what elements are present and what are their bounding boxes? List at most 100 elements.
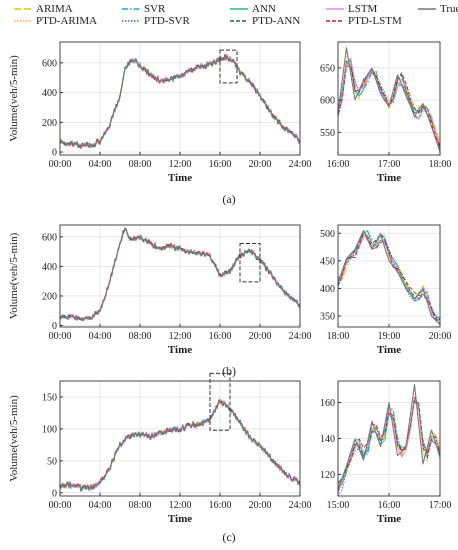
x-tick-label: 16:00: [209, 159, 232, 170]
x-tick-label: 16:00: [209, 500, 232, 511]
legend-label: ANN: [252, 3, 276, 15]
panel-label: (b): [222, 364, 236, 378]
x-tick-label: 20:00: [249, 500, 272, 511]
legend-item: True: [418, 3, 458, 15]
x-axis-label: Time: [377, 513, 401, 525]
panel-b-full: 00:00 04:00 08:00 12:00 16:00 20:00 24:00 0 200 4…: [8, 224, 312, 378]
y-axis-label: Volume(veh/5-min): [8, 232, 20, 319]
x-tick-label: 18:00: [327, 331, 350, 342]
legend-item: LSTM: [326, 3, 378, 15]
x-tick-label: 08:00: [129, 159, 152, 170]
legend-item: ARIMA: [14, 3, 73, 15]
y-axis-label: Volume(veh/5-min): [8, 55, 20, 142]
zoom-box: [209, 372, 231, 431]
legend-label: PTD-ANN: [252, 15, 300, 27]
panel-c-zoom: 15:00 16:00 17:00 120 140 160 Time: [320, 380, 452, 525]
series-line: [337, 398, 441, 494]
legend-label: ARIMA: [36, 3, 73, 15]
series-line: [59, 227, 301, 320]
y-tick-label: 140: [320, 434, 335, 445]
y-axis-label: Volume(veh/5-min): [8, 395, 20, 482]
zoom-box: [219, 49, 238, 84]
x-tick-label: 20:00: [249, 159, 272, 170]
legend-item: PTD-SVR: [122, 15, 191, 27]
y-tick-label: 550: [320, 128, 335, 139]
legend-item: PTD-ANN: [230, 15, 300, 27]
y-tick-label: 350: [320, 311, 335, 322]
y-tick-label: 600: [42, 58, 57, 69]
series-line: [337, 56, 441, 144]
x-tick-label: 24:00: [289, 331, 312, 342]
legend-item: ANN: [230, 3, 276, 15]
x-axis-label: Time: [168, 344, 192, 356]
panel-c-full: 00:00 04:00 08:00 12:00 16:00 20:00 24:00 0 50 10…: [8, 372, 312, 544]
panel-label: (c): [222, 530, 235, 544]
y-tick-label: 150: [42, 392, 57, 403]
y-tick-label: 600: [42, 232, 57, 243]
series-line: [337, 231, 441, 325]
x-tick-label: 08:00: [129, 500, 152, 511]
x-tick-label: 16:00: [209, 331, 232, 342]
x-tick-label: 16:00: [327, 159, 350, 170]
x-tick-label: 24:00: [289, 159, 312, 170]
x-tick-label: 12:00: [169, 331, 192, 342]
x-tick-label: 24:00: [289, 500, 312, 511]
legend-item: SVR: [122, 3, 166, 15]
series-line: [337, 230, 441, 325]
series-line: [59, 55, 301, 148]
y-tick-label: 120: [320, 470, 335, 481]
legend-item: PTD-ARIMA: [14, 15, 97, 27]
series-line: [337, 233, 441, 321]
x-tick-label: 04:00: [89, 159, 112, 170]
y-tick-label: 160: [320, 398, 335, 409]
y-tick-label: 450: [320, 256, 335, 267]
y-tick-label: 0: [52, 148, 57, 159]
legend-label: PTD-LSTM: [348, 15, 402, 27]
series-line: [337, 397, 441, 484]
legend-label: PTD-ARIMA: [36, 15, 97, 27]
x-axis-label: Time: [168, 172, 192, 184]
series-line: [337, 384, 441, 489]
y-tick-label: 50: [47, 456, 57, 467]
y-tick-label: 100: [42, 424, 57, 435]
x-tick-label: 00:00: [49, 331, 72, 342]
legend-item: PTD-LSTM: [326, 15, 402, 27]
x-tick-label: 17:00: [429, 500, 452, 511]
x-tick-label: 00:00: [49, 500, 72, 511]
series-line: [337, 57, 441, 146]
x-tick-label: 15:00: [327, 500, 350, 511]
panel-b-zoom: 18:00 19:00 20:00 350 400 450 500 Time: [320, 224, 452, 356]
x-tick-label: 12:00: [169, 500, 192, 511]
y-tick-label: 400: [42, 88, 57, 99]
x-tick-label: 19:00: [378, 331, 401, 342]
y-tick-label: 600: [320, 96, 335, 107]
x-axis-label: Time: [377, 344, 401, 356]
y-tick-label: 500: [320, 229, 335, 240]
x-tick-label: 17:00: [378, 159, 401, 170]
y-tick-label: 400: [320, 284, 335, 295]
y-tick-label: 200: [42, 291, 57, 302]
x-tick-label: 04:00: [89, 500, 112, 511]
y-tick-label: 0: [52, 488, 57, 499]
y-tick-label: 650: [320, 63, 335, 74]
series-line: [337, 229, 441, 325]
x-axis-label: Time: [168, 513, 192, 525]
x-tick-label: 18:00: [429, 159, 452, 170]
x-tick-label: 20:00: [429, 331, 452, 342]
series-line: [337, 233, 441, 323]
x-tick-label: 16:00: [378, 500, 401, 511]
y-tick-label: 200: [42, 118, 57, 129]
legend-label: PTD-SVR: [144, 15, 191, 27]
panel-a-zoom: 16:00 17:00 18:00 550 600 650 Time: [320, 41, 452, 184]
x-tick-label: 20:00: [249, 331, 272, 342]
legend-label: LSTM: [348, 3, 378, 15]
x-tick-label: 04:00: [89, 331, 112, 342]
series-line: [59, 400, 301, 491]
x-tick-label: 08:00: [129, 331, 152, 342]
panel-a-full: 00:00 04:00 08:00 12:00 16:00 20:00 24:00 0 200 4…: [8, 41, 312, 206]
x-tick-label: 00:00: [49, 159, 72, 170]
legend-label: True: [440, 3, 458, 15]
zoom-box: [239, 242, 261, 283]
y-tick-label: 400: [42, 262, 57, 273]
